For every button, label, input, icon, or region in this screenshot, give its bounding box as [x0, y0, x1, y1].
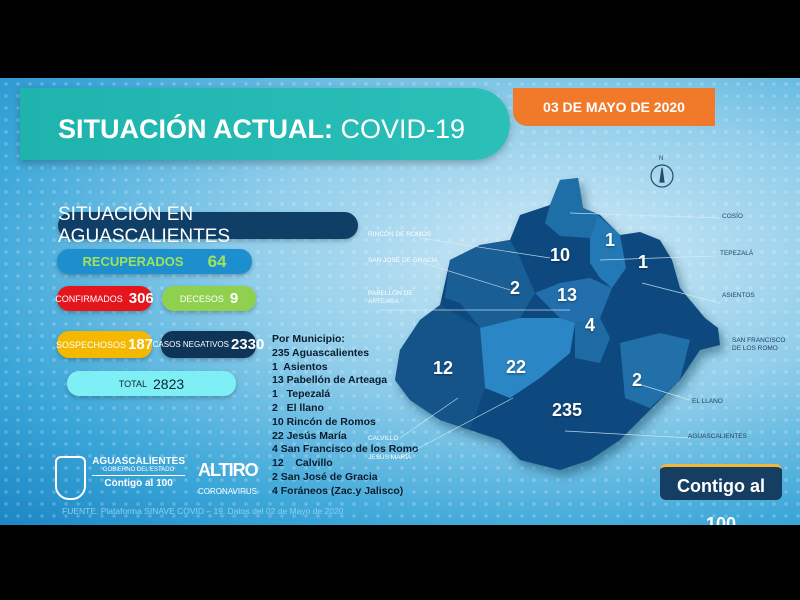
map-region-llano: [620, 333, 690, 408]
compass-north-label: N: [659, 156, 664, 162]
label-sfr: SAN FRANCISCO DE LOS ROMO: [732, 337, 786, 352]
count-llano: 2: [632, 370, 643, 390]
source-note: FUENTE. Plataforma SINAVE COVID – 19. Da…: [62, 506, 344, 516]
contigo-logo: Contigo al 100: [660, 464, 782, 525]
label-rincon: RINCÓN DE ROMOS: [368, 231, 431, 238]
compass-icon: [650, 164, 674, 188]
count-ags: 235: [552, 400, 583, 420]
label-asientos: ASIENTOS: [722, 292, 755, 299]
label-sjg: SAN JOSÉ DE GRACIA: [368, 257, 438, 264]
municipio-item: 4 Foráneos (Zac.y Jalisco): [272, 484, 404, 497]
label-cosio: COSÍO: [722, 213, 743, 220]
count-sjg: 2: [510, 278, 521, 298]
label-llano: EL LLANO: [692, 398, 723, 405]
map-region-tepezala: [590, 215, 626, 288]
decesos-stat: DECESOS 9: [162, 286, 256, 311]
total-stat: TOTAL 2823: [67, 371, 236, 396]
map-region-pabellon: [535, 278, 612, 323]
state-map: [380, 164, 721, 470]
municipio-item: 2 El llano: [272, 401, 324, 414]
coat-of-arms-icon: [55, 456, 87, 500]
municipio-list: Por Municipio: 235 Aguascalientes 1 Asien…: [272, 333, 419, 497]
page-title: SITUACIÓN ACTUAL: COVID-19: [20, 88, 510, 160]
municipio-item: 2 San José de Gracia: [272, 470, 378, 483]
map-region-sfr: [575, 318, 610, 363]
municipio-item: 1 Asientos: [272, 360, 328, 373]
negativos-stat: CASOS NEGATIVOS 2330: [153, 331, 264, 358]
label-tepezala: TEPEZALÁ: [720, 250, 754, 257]
municipio-item: 22 Jesús María: [272, 429, 347, 442]
gobierno-logo: AGUASCALIENTES GOBIERNO DEL ESTADO Conti…: [55, 456, 185, 502]
altiro-logo: ALTIRO CORONAVIRUS: [198, 460, 259, 496]
count-jm: 22: [506, 357, 527, 377]
date-badge: 03 DE MAYO DE 2020: [513, 88, 715, 126]
municipio-item: 1 Tepezalá: [272, 388, 331, 401]
recuperados-stat: RECUPERADOS 64: [57, 249, 252, 274]
infographic: SITUACIÓN ACTUAL: COVID-19 03 DE MAYO DE…: [0, 78, 800, 525]
label-jm: JESÚS MARÍA: [368, 454, 412, 461]
map-region-calvillo: [395, 305, 485, 430]
map-region-jm: [480, 318, 575, 398]
municipio-item: 10 Rincón de Romos: [272, 415, 376, 428]
municipio-item: 235 Aguascalientes: [272, 346, 370, 359]
count-calvillo: 12: [433, 358, 454, 378]
municipio-item: 4 San Francisco de los Romo: [272, 443, 419, 456]
sospechosos-stat: SOSPECHOSOS 187: [56, 331, 153, 358]
confirmados-stat: CONFIRMADOS 306: [55, 286, 154, 311]
count-tepezala: 1: [638, 252, 649, 272]
label-ags: AGUASCALIENTES: [688, 433, 747, 440]
municipio-item: 12 Calvillo: [272, 457, 333, 470]
map-region-cosio: [545, 178, 598, 238]
municipio-item: 13 Pabellón de Arteaga: [272, 374, 388, 387]
count-sfr: 4: [585, 315, 596, 335]
label-pabellon: PABELLÓN DE ARTEAGA: [368, 290, 413, 305]
count-pabellon: 13: [557, 285, 578, 305]
count-rincon: 10: [550, 245, 571, 265]
label-calvillo: CALVILLO: [368, 435, 399, 442]
count-cosio: 1: [605, 230, 616, 250]
